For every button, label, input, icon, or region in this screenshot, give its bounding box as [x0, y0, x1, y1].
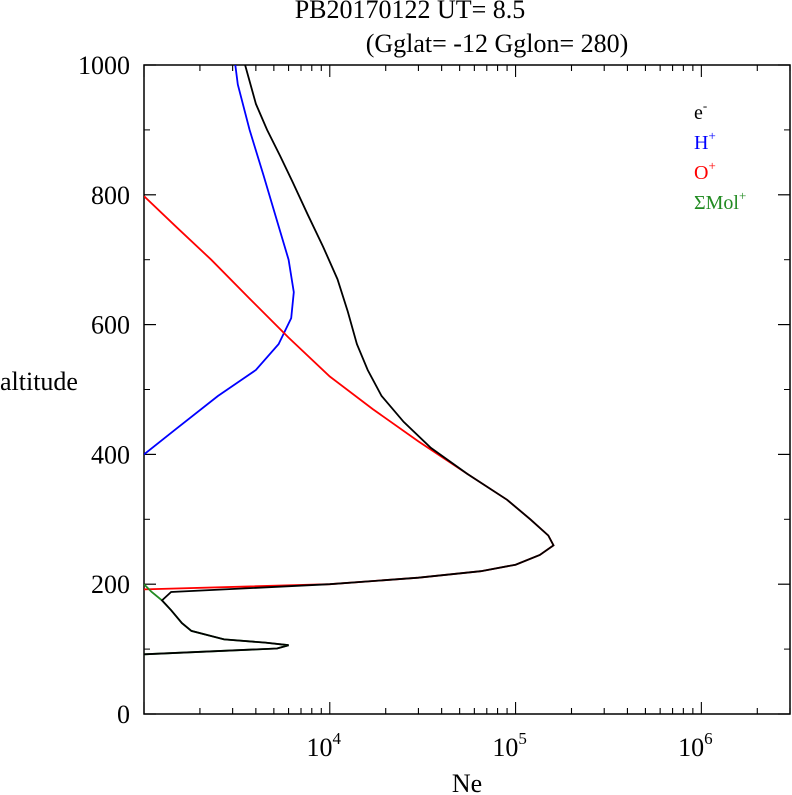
legend-entry: ΣMol+ [694, 188, 746, 214]
legend-entry: H+ [694, 128, 716, 154]
y-tick-label: 0 [117, 700, 130, 729]
y-tick-label: 800 [91, 181, 130, 210]
y-axis-title: altitude [0, 367, 78, 396]
chart-title: PB20170122 UT= 8.5 [295, 0, 526, 24]
y-tick-label: 600 [91, 311, 130, 340]
y-tick-label: 200 [91, 570, 130, 599]
y-tick-label: 400 [91, 440, 130, 469]
series-line-1 [144, 65, 555, 656]
y-tick-label: 1000 [78, 51, 130, 80]
x-tick-label: 106 [678, 729, 713, 762]
series-line-2 [144, 65, 295, 456]
series-line-3 [144, 195, 555, 591]
chart-subtitle: (Gglat= -12 Gglon= 280) [366, 29, 629, 58]
x-tick-label: 105 [492, 729, 527, 762]
x-tick-label: 104 [307, 729, 342, 762]
legend-entry: O+ [694, 158, 716, 184]
legend-entry: e- [694, 98, 707, 124]
series-line-4 [144, 583, 289, 656]
x-axis-title: Ne [452, 769, 482, 795]
